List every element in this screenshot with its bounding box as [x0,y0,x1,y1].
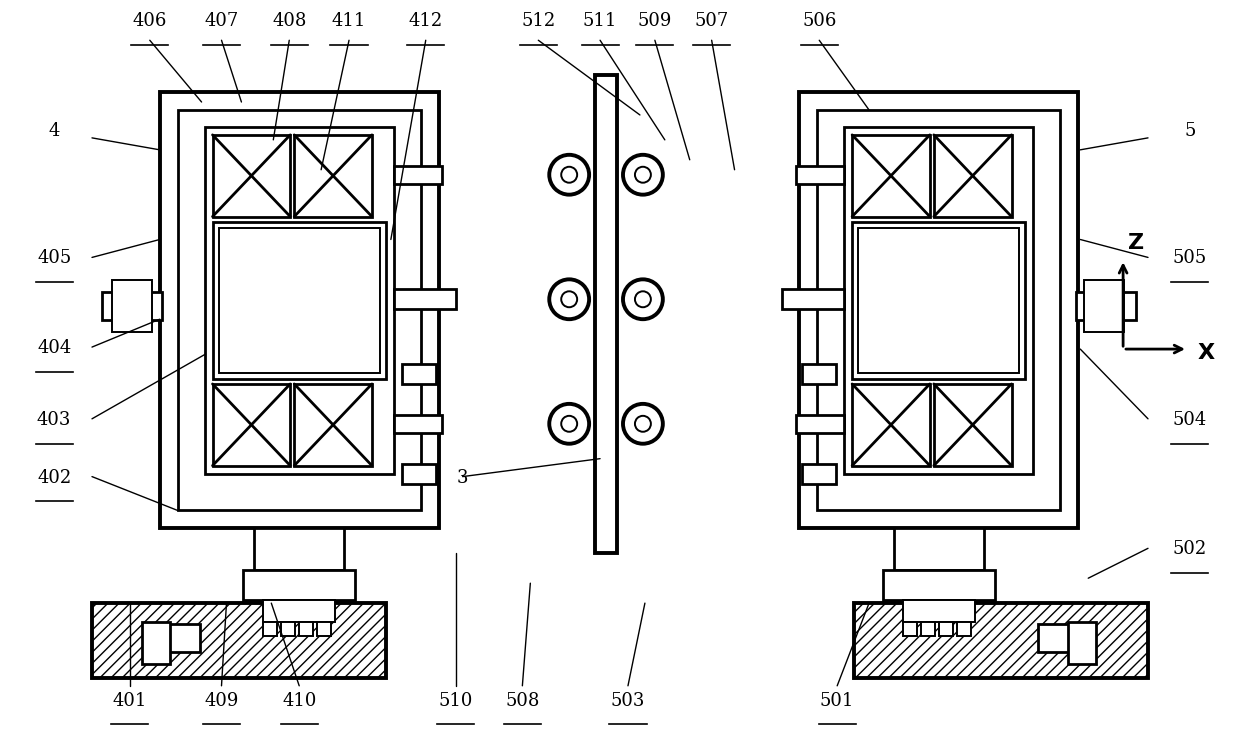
Text: 504: 504 [1173,411,1207,429]
Bar [1069,622,1096,664]
Text: 505: 505 [1173,249,1207,268]
Bar [903,622,916,636]
Text: 512: 512 [521,13,556,30]
Text: 404: 404 [37,339,71,357]
Bar [782,289,844,309]
Text: 405: 405 [37,249,71,268]
Bar [402,364,435,384]
Text: 409: 409 [205,692,238,709]
Bar [394,415,441,433]
Circle shape [549,279,589,319]
Circle shape [635,416,651,432]
Bar [243,571,355,600]
Bar [218,228,379,373]
Text: 502: 502 [1173,540,1207,558]
Bar [394,166,441,184]
Bar [802,463,836,483]
Circle shape [622,279,663,319]
Text: 508: 508 [505,692,539,709]
Circle shape [562,291,577,307]
Bar [254,528,343,571]
Bar [844,127,1033,474]
Bar [939,622,952,636]
Bar [1038,624,1089,652]
Bar [141,622,170,664]
Text: 401: 401 [113,692,148,709]
Bar [852,384,930,466]
Bar [212,384,290,466]
Bar [102,293,161,320]
Bar [854,603,1148,678]
Text: 5: 5 [1184,122,1195,140]
Bar [852,135,930,217]
Circle shape [562,416,577,432]
Bar [796,166,844,184]
Text: 4: 4 [48,122,60,140]
Bar [281,622,295,636]
Bar [317,622,331,636]
Bar [796,415,844,433]
Text: 412: 412 [409,13,443,30]
Text: 503: 503 [611,692,645,709]
Text: X: X [1198,343,1215,363]
Bar [212,135,290,217]
Circle shape [549,404,589,443]
Text: 510: 510 [439,692,472,709]
Bar [263,622,278,636]
Bar [957,622,971,636]
Circle shape [635,291,651,307]
Text: 509: 509 [637,13,672,30]
Text: 402: 402 [37,469,71,486]
Text: 501: 501 [820,692,854,709]
Text: 406: 406 [133,13,167,30]
Text: 507: 507 [694,13,729,30]
Bar [1076,293,1136,320]
Bar [934,384,1012,466]
Bar [894,528,983,571]
Text: 411: 411 [332,13,366,30]
Text: 407: 407 [205,13,238,30]
Text: 506: 506 [802,13,837,30]
Circle shape [549,154,589,194]
Bar [934,135,1012,217]
Bar [1084,280,1125,332]
Bar [177,110,420,511]
Text: Z: Z [1128,234,1145,253]
Bar [294,384,372,466]
Bar [903,600,975,622]
Bar [263,600,335,622]
Bar [212,222,386,379]
Bar [883,571,994,600]
Bar [802,364,836,384]
Bar [294,135,372,217]
Bar [112,280,151,332]
Circle shape [635,167,651,183]
Text: 410: 410 [281,692,316,709]
Bar [858,228,1019,373]
Bar [852,222,1025,379]
Bar [92,603,386,678]
Circle shape [622,404,663,443]
Text: 3: 3 [456,469,469,486]
Bar [205,127,394,474]
Bar [800,92,1079,528]
Bar [595,75,618,554]
Bar [394,289,455,309]
Circle shape [562,167,577,183]
Bar [402,463,435,483]
Text: 408: 408 [272,13,306,30]
Bar [921,622,935,636]
Bar [150,624,200,652]
Bar [817,110,1060,511]
Text: 403: 403 [37,411,72,429]
Bar [160,92,439,528]
Text: 511: 511 [583,13,618,30]
Bar [299,622,314,636]
Circle shape [622,154,663,194]
